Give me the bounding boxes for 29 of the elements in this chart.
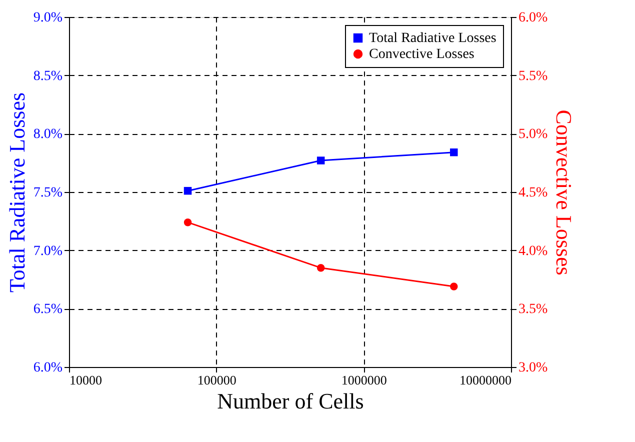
y-tick-label: 9.0%: [33, 10, 63, 26]
x-tick-label: 1000000: [341, 372, 387, 388]
y2-tick-label: 5.5%: [518, 68, 548, 84]
x-axis-title: Number of Cells: [217, 388, 364, 414]
x-tick-label: 10000: [70, 372, 102, 388]
y-tick-label: 7.0%: [33, 244, 63, 259]
legend-label: Total Radiative Losses: [369, 31, 496, 46]
y2-tick-label: 3.5%: [518, 302, 548, 318]
y-axis-title: Total Radiative Losses: [4, 92, 30, 293]
y2-tick-label: 6.0%: [518, 10, 548, 26]
point: [184, 218, 192, 226]
y-tick-label: 6.0%: [33, 360, 63, 376]
point: [450, 282, 458, 290]
y2-tick-label: 3.0%: [518, 360, 548, 376]
point: [316, 156, 325, 164]
y-tick-label: 8.5%: [33, 68, 63, 84]
y-tick-label: 6.5%: [33, 302, 63, 318]
y-tick-label: 7.5%: [33, 186, 63, 200]
y2-tick-label: 4.5%: [518, 186, 548, 200]
y-tick-label: 8.0%: [33, 127, 63, 142]
legend-label: Convective Losses: [369, 47, 474, 62]
point: [316, 264, 325, 272]
y2-tick-label: 5.0%: [518, 127, 548, 142]
y2-axis-title: Convective Losses: [552, 110, 577, 276]
point: [450, 148, 458, 156]
x-tick-label: 100000: [197, 372, 236, 388]
y2-tick-label: 4.0%: [518, 244, 548, 259]
point: [184, 186, 192, 195]
x-tick-label: 10000000: [460, 372, 512, 388]
